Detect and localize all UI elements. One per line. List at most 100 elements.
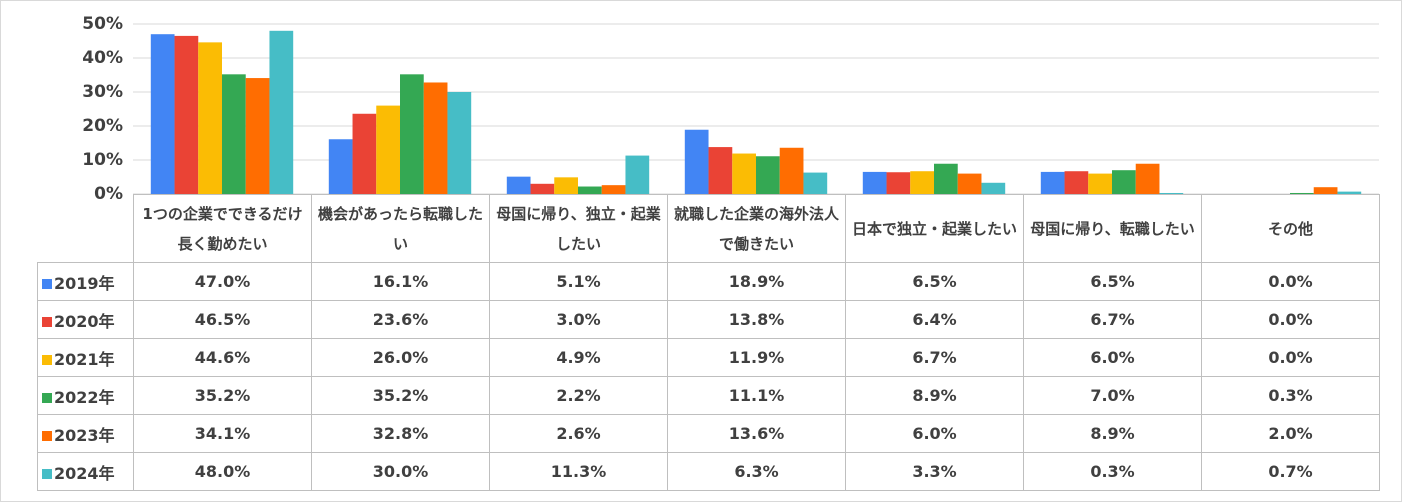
legend-entry: 2021年 (37, 338, 134, 377)
value-cell: 11.9% (667, 338, 846, 377)
value-cell: 13.6% (667, 414, 846, 453)
legend-entry: 2024年 (37, 452, 134, 491)
value-cell: 46.5% (133, 300, 312, 339)
value-cell: 6.0% (1023, 338, 1202, 377)
bar (423, 82, 448, 194)
bar (376, 105, 400, 194)
bar (708, 147, 733, 194)
value-cell: 6.0% (845, 414, 1024, 453)
series-name: 2019年 (54, 273, 115, 293)
category-label: 母国に帰り、独立・起業したい (489, 194, 668, 263)
legend-swatch (42, 430, 52, 441)
bar (981, 182, 1006, 194)
value-cell: 44.6% (133, 338, 312, 377)
bar (328, 139, 353, 194)
legend-swatch (42, 468, 52, 479)
value-cell: 30.0% (311, 452, 490, 491)
value-cell: 4.9% (489, 338, 668, 377)
bar (1040, 171, 1065, 194)
series-name: 2022年 (54, 387, 115, 407)
value-cell: 32.8% (311, 414, 490, 453)
value-cell: 2.6% (489, 414, 668, 453)
bar (957, 173, 982, 194)
value-cell: 0.7% (1201, 452, 1380, 491)
legend-entry: 2023年 (37, 414, 134, 453)
bar (601, 185, 626, 194)
value-cell: 35.2% (133, 376, 312, 415)
value-cell: 3.3% (845, 452, 1024, 491)
data-row: 2020年 46.5% 23.6% 3.0% 13.8% 6.4% 6.7% 0.0% (37, 300, 1380, 339)
y-tick-label: 50% (82, 14, 123, 34)
bar (150, 34, 175, 195)
bar (1088, 173, 1112, 194)
value-cell: 5.1% (489, 262, 668, 301)
data-row: 2023年 34.1% 32.8% 2.6% 13.6% 6.0% 8.9% 2.0% (37, 414, 1380, 453)
bar (1337, 191, 1362, 194)
data-row: 2021年 44.6% 26.0% 4.9% 11.9% 6.7% 6.0% 0.0% (37, 338, 1380, 377)
bar (1112, 170, 1136, 194)
bar (910, 171, 934, 194)
bar (1159, 192, 1184, 194)
category-label: 1つの企業でできるだけ長く勤めたい (133, 194, 312, 263)
bar (779, 147, 804, 194)
bar (174, 35, 199, 195)
bar (506, 176, 531, 194)
legend-entry: 2022年 (37, 376, 134, 415)
value-cell: 2.0% (1201, 414, 1380, 453)
value-cell: 6.7% (845, 338, 1024, 377)
value-cell: 0.0% (1201, 300, 1380, 339)
value-cell: 0.0% (1201, 338, 1380, 377)
value-cell: 11.3% (489, 452, 668, 491)
bar (625, 155, 650, 194)
bar (1064, 171, 1089, 194)
series-name: 2024年 (54, 463, 115, 483)
legend-swatch (42, 392, 52, 403)
data-table: 1つの企業でできるだけ長く勤めたい 機会があったら転職したい 母国に帰り、独立・起業… (37, 194, 1380, 491)
series-name: 2023年 (54, 425, 115, 445)
value-cell: 13.8% (667, 300, 846, 339)
bar (198, 42, 222, 194)
category-label: 就職した企業の海外法人で働きたい (667, 194, 846, 263)
bar (400, 74, 424, 194)
value-cell: 34.1% (133, 414, 312, 453)
bar (886, 172, 911, 194)
data-row: 2024年 48.0% 30.0% 11.3% 6.3% 3.3% 0.3% 0.7% (37, 452, 1380, 491)
legend-swatch (42, 354, 52, 365)
value-cell: 2.2% (489, 376, 668, 415)
y-tick-label: 30% (82, 82, 123, 102)
value-cell: 11.1% (667, 376, 846, 415)
bar (732, 153, 756, 194)
bar (862, 171, 887, 194)
category-label: 母国に帰り、転職したい (1023, 194, 1202, 263)
series-name: 2020年 (54, 311, 115, 331)
value-cell: 6.3% (667, 452, 846, 491)
bar (352, 113, 377, 194)
category-label: その他 (1201, 194, 1380, 263)
value-cell: 16.1% (311, 262, 490, 301)
bar (530, 183, 555, 194)
value-cell: 8.9% (1023, 414, 1202, 453)
bar (269, 30, 294, 194)
legend-entry: 2019年 (37, 262, 134, 301)
bar (684, 129, 709, 194)
value-cell: 26.0% (311, 338, 490, 377)
value-cell: 47.0% (133, 262, 312, 301)
bar (245, 78, 270, 194)
data-row: 2019年 47.0% 16.1% 5.1% 18.9% 6.5% 6.5% 0.0% (37, 262, 1380, 301)
legend-entry: 2020年 (37, 300, 134, 339)
bar (222, 74, 246, 194)
bar (1290, 192, 1314, 194)
header-row: 1つの企業でできるだけ長く勤めたい 機会があったら転職したい 母国に帰り、独立・起業… (37, 194, 1380, 263)
category-label: 日本で独立・起業したい (845, 194, 1024, 263)
value-cell: 0.3% (1201, 376, 1380, 415)
data-row: 2022年 35.2% 35.2% 2.2% 11.1% 8.9% 7.0% 0.3% (37, 376, 1380, 415)
y-tick-label: 20% (82, 116, 123, 136)
value-cell: 18.9% (667, 262, 846, 301)
value-cell: 7.0% (1023, 376, 1202, 415)
value-cell: 6.5% (1023, 262, 1202, 301)
bar (447, 92, 472, 194)
value-cell: 6.5% (845, 262, 1024, 301)
value-cell: 6.4% (845, 300, 1024, 339)
